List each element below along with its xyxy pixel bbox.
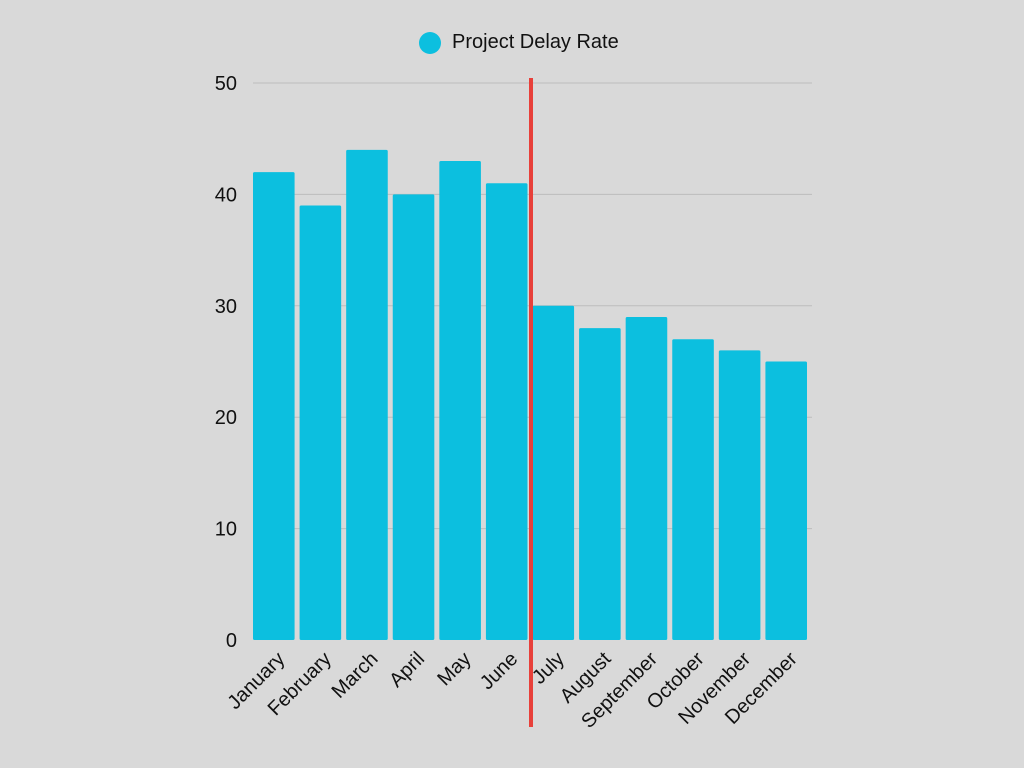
y-tick-label: 30: [215, 296, 237, 318]
bar-february: [299, 205, 342, 641]
bar-december: [765, 361, 807, 640]
bar-march: [346, 149, 388, 640]
x-tick-label: March: [328, 648, 383, 703]
y-tick-label: 50: [215, 73, 237, 95]
legend: Project Delay Rate: [419, 31, 619, 54]
x-tick-label: April: [385, 648, 429, 692]
y-tick-label: 0: [226, 630, 237, 652]
bar-october: [672, 339, 714, 640]
y-tick-label: 10: [215, 519, 237, 541]
bar-september: [625, 316, 668, 640]
y-tick-label: 20: [215, 407, 237, 429]
bar-june: [485, 183, 528, 640]
bar-january: [253, 172, 295, 640]
bar-july: [532, 305, 575, 640]
y-axis-ticks: 0 10 20 30 40 50: [215, 73, 237, 652]
x-tick-label: July: [528, 648, 569, 689]
y-tick-label: 40: [215, 184, 237, 206]
legend-label: Project Delay Rate: [452, 31, 619, 53]
bars: [253, 149, 807, 641]
bar-april: [392, 194, 435, 640]
bar-august: [579, 328, 621, 640]
x-tick-label: May: [433, 648, 475, 690]
bar-may: [439, 160, 481, 641]
bar-november: [718, 350, 761, 640]
legend-marker: [419, 32, 441, 54]
x-tick-label: June: [476, 648, 522, 694]
